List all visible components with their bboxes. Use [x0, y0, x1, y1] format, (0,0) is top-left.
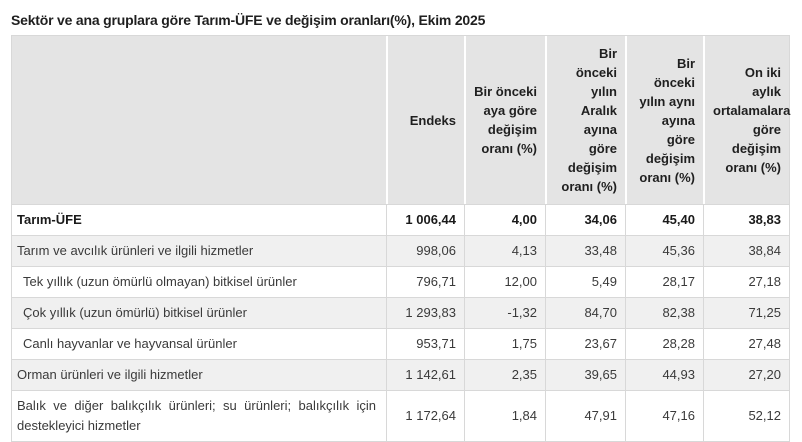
value-cell: 45,36: [625, 235, 703, 266]
value-cell: 12,00: [464, 266, 545, 297]
value-cell: 71,25: [703, 297, 789, 328]
value-cell: 27,48: [703, 328, 789, 359]
column-header-empty: [12, 36, 386, 204]
value-cell: 1 172,64: [386, 390, 464, 441]
value-cell: 2,35: [464, 359, 545, 390]
table-row: Tarım ve avcılık ürünleri ve ilgili hizm…: [12, 235, 789, 266]
value-cell: 38,84: [703, 235, 789, 266]
value-cell: 44,93: [625, 359, 703, 390]
value-cell: 796,71: [386, 266, 464, 297]
value-cell: 1,84: [464, 390, 545, 441]
table-row: Balık ve diğer balıkçılık ürünleri; su ü…: [12, 390, 789, 441]
table-header: Endeks Bir önceki aya göre değişim oranı …: [12, 36, 790, 204]
value-cell: 1 006,44: [386, 204, 464, 235]
table-body: Tarım-ÜFE 1 006,44 4,00 34,06 45,40 38,83 Tarı…: [12, 204, 789, 441]
value-cell: 82,38: [625, 297, 703, 328]
table-row: Çok yıllık (uzun ömürlü) bitkisel ürünle…: [12, 297, 789, 328]
value-cell: 28,17: [625, 266, 703, 297]
header-row: Endeks Bir önceki aya göre değişim oranı …: [12, 36, 790, 204]
value-cell: 953,71: [386, 328, 464, 359]
value-cell: 33,48: [545, 235, 625, 266]
value-cell: 23,67: [545, 328, 625, 359]
value-cell: 45,40: [625, 204, 703, 235]
row-label: Tek yıllık (uzun ömürlü olmayan) bitkise…: [12, 266, 386, 297]
column-header: Bir önceki aya göre değişim oranı (%): [464, 36, 545, 204]
value-cell: -1,32: [464, 297, 545, 328]
column-header: Bir önceki yılın aynı ayına göre değişim…: [625, 36, 703, 204]
value-cell: 34,06: [545, 204, 625, 235]
value-cell: 52,12: [703, 390, 789, 441]
value-cell: 47,16: [625, 390, 703, 441]
value-cell: 4,00: [464, 204, 545, 235]
value-cell: 998,06: [386, 235, 464, 266]
value-cell: 47,91: [545, 390, 625, 441]
value-cell: 38,83: [703, 204, 789, 235]
value-cell: 27,18: [703, 266, 789, 297]
value-cell: 1 293,83: [386, 297, 464, 328]
value-cell: 27,20: [703, 359, 789, 390]
value-cell: 1 142,61: [386, 359, 464, 390]
value-cell: 39,65: [545, 359, 625, 390]
page-title: Sektör ve ana gruplara göre Tarım-ÜFE ve…: [11, 12, 486, 28]
value-cell: 4,13: [464, 235, 545, 266]
table-row: Tarım-ÜFE 1 006,44 4,00 34,06 45,40 38,83: [12, 204, 789, 235]
agri-ppi-table: Endeks Bir önceki aya göre değişim oranı …: [11, 35, 790, 442]
value-cell: 5,49: [545, 266, 625, 297]
row-label: Orman ürünleri ve ilgili hizmetler: [12, 359, 386, 390]
value-cell: 28,28: [625, 328, 703, 359]
table-row: Tek yıllık (uzun ömürlü olmayan) bitkise…: [12, 266, 789, 297]
row-label: Canlı hayvanlar ve hayvansal ürünler: [12, 328, 386, 359]
value-cell: 1,75: [464, 328, 545, 359]
row-label: Tarım ve avcılık ürünleri ve ilgili hizm…: [12, 235, 386, 266]
row-label: Tarım-ÜFE: [12, 204, 386, 235]
table-row: Canlı hayvanlar ve hayvansal ürünler 953,…: [12, 328, 789, 359]
row-label: Çok yıllık (uzun ömürlü) bitkisel ürünle…: [12, 297, 386, 328]
row-label: Balık ve diğer balıkçılık ürünleri; su ü…: [12, 390, 386, 441]
table-row: Orman ürünleri ve ilgili hizmetler 1 142,…: [12, 359, 789, 390]
value-cell: 84,70: [545, 297, 625, 328]
column-header: Endeks: [386, 36, 464, 204]
column-header: Bir önceki yılın Aralık ayına göre değiş…: [545, 36, 625, 204]
column-header: On iki aylık ortalamalara göre değişim o…: [703, 36, 790, 204]
